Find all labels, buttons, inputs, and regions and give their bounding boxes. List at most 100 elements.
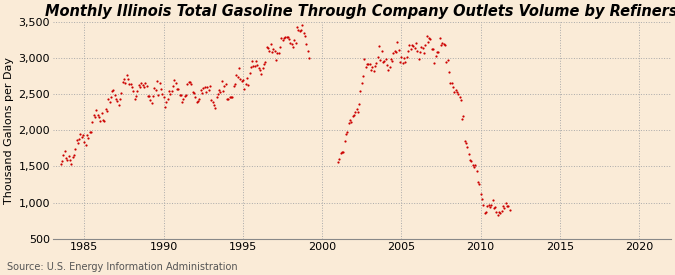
Point — [446, 81, 457, 85]
Point — [483, 203, 494, 207]
Text: Source: U.S. Energy Information Administration: Source: U.S. Energy Information Administ… — [7, 262, 238, 272]
Point — [493, 213, 504, 218]
Point — [174, 92, 185, 97]
Point — [225, 95, 236, 99]
Point — [59, 148, 70, 153]
Point — [423, 40, 433, 44]
Point — [439, 42, 450, 47]
Point — [496, 209, 507, 213]
Point — [491, 210, 502, 214]
Point — [433, 50, 443, 54]
Point — [284, 37, 294, 41]
Point — [384, 65, 395, 70]
Point — [215, 90, 226, 94]
Point — [277, 38, 288, 42]
Point — [432, 50, 443, 54]
Point — [296, 28, 306, 32]
Point — [163, 89, 174, 94]
Point — [375, 58, 385, 62]
Point — [162, 97, 173, 101]
Point — [388, 51, 399, 56]
Point — [257, 66, 268, 70]
Point — [195, 88, 206, 93]
Point — [268, 47, 279, 51]
Point — [343, 120, 354, 125]
Point — [420, 43, 431, 48]
Point — [294, 29, 305, 34]
Point — [259, 62, 269, 66]
Point — [304, 56, 315, 60]
Point — [366, 68, 377, 72]
Point — [219, 84, 230, 89]
Point — [74, 137, 84, 141]
Point — [62, 158, 73, 162]
Point — [464, 158, 475, 163]
Point — [129, 97, 140, 101]
Point — [112, 99, 123, 103]
Point — [130, 94, 141, 99]
Point — [461, 141, 472, 145]
Point — [493, 210, 504, 214]
Point — [250, 59, 261, 63]
Point — [116, 91, 127, 96]
Point — [340, 132, 351, 136]
Point — [192, 99, 203, 104]
Point — [334, 156, 345, 161]
Point — [86, 129, 97, 134]
Point — [263, 45, 273, 50]
Point — [355, 89, 366, 93]
Point — [293, 28, 304, 32]
Point — [437, 41, 448, 45]
Point — [190, 95, 200, 99]
Point — [346, 120, 356, 125]
Point — [462, 145, 473, 150]
Point — [254, 68, 265, 72]
Point — [456, 98, 466, 102]
Point — [431, 53, 441, 58]
Point — [156, 86, 167, 91]
Point — [471, 169, 482, 174]
Point — [230, 82, 240, 87]
Point — [146, 101, 157, 105]
Point — [75, 132, 86, 136]
Point — [65, 158, 76, 162]
Point — [429, 61, 440, 65]
Point — [200, 90, 211, 94]
Point — [475, 192, 486, 196]
Point — [176, 92, 186, 97]
Point — [239, 87, 250, 92]
Point — [490, 205, 501, 209]
Point — [399, 56, 410, 60]
Point — [381, 63, 392, 67]
Point — [123, 77, 134, 81]
Point — [218, 89, 229, 94]
Point — [246, 65, 256, 70]
Point — [342, 130, 352, 134]
Point — [224, 95, 235, 99]
Point — [165, 92, 176, 96]
Point — [380, 57, 391, 61]
Point — [247, 59, 258, 63]
Point — [402, 55, 412, 59]
Point — [276, 36, 287, 40]
Point — [188, 89, 198, 94]
Point — [398, 60, 408, 65]
Point — [443, 70, 454, 75]
Point — [335, 150, 346, 155]
Point — [115, 97, 126, 101]
Point — [249, 64, 260, 68]
Point — [133, 83, 144, 87]
Point — [67, 155, 78, 159]
Point — [196, 90, 207, 95]
Point — [166, 89, 177, 93]
Point — [351, 106, 362, 111]
Point — [282, 35, 293, 39]
Point — [391, 50, 402, 54]
Point — [474, 182, 485, 186]
Point — [105, 95, 116, 99]
Point — [180, 94, 190, 98]
Point — [119, 76, 130, 81]
Point — [396, 55, 407, 60]
Point — [136, 81, 146, 85]
Point — [214, 88, 225, 92]
